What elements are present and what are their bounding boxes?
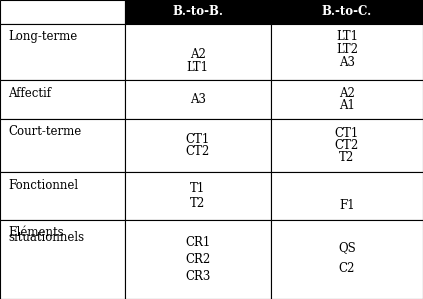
Bar: [125, 119, 271, 172]
Bar: [0, 0, 125, 24]
Text: A3: A3: [190, 93, 206, 106]
Text: CT2: CT2: [335, 139, 359, 152]
Bar: [0, 119, 125, 172]
Text: LT2: LT2: [336, 43, 358, 56]
Text: C2: C2: [339, 263, 355, 275]
Text: situationnels: situationnels: [8, 231, 85, 244]
Text: QS: QS: [338, 241, 356, 254]
Bar: [125, 172, 271, 220]
Text: Affectif: Affectif: [8, 87, 52, 100]
Bar: [0, 80, 125, 119]
Text: CR2: CR2: [185, 253, 210, 266]
Text: T1: T1: [190, 182, 206, 196]
Bar: [271, 172, 423, 220]
Text: T2: T2: [339, 151, 354, 164]
Bar: [271, 24, 423, 80]
Bar: [271, 119, 423, 172]
Bar: [271, 80, 423, 119]
Bar: [271, 220, 423, 299]
Bar: [125, 0, 271, 24]
Text: Eléments: Eléments: [8, 226, 64, 239]
Text: T2: T2: [190, 197, 206, 210]
Text: CT2: CT2: [186, 145, 210, 158]
Bar: [0, 172, 125, 220]
Text: CR3: CR3: [185, 270, 210, 283]
Text: Fonctionnel: Fonctionnel: [8, 179, 79, 192]
Bar: [125, 80, 271, 119]
Bar: [0, 220, 125, 299]
Bar: [125, 220, 271, 299]
Text: Court-terme: Court-terme: [8, 125, 82, 138]
Bar: [0, 24, 125, 80]
Text: B.-to-B.: B.-to-B.: [172, 5, 223, 18]
Text: A2: A2: [190, 48, 206, 61]
Text: B.-to-C.: B.-to-C.: [322, 5, 372, 18]
Bar: [271, 0, 423, 24]
Text: A2: A2: [339, 87, 355, 100]
Text: F1: F1: [339, 199, 354, 212]
Text: A3: A3: [339, 56, 355, 69]
Text: CT1: CT1: [335, 127, 359, 140]
Text: Long-terme: Long-terme: [8, 30, 78, 43]
Text: A1: A1: [339, 99, 355, 112]
Text: LT1: LT1: [187, 61, 209, 74]
Bar: [125, 24, 271, 80]
Text: LT1: LT1: [336, 30, 358, 42]
Text: CR1: CR1: [185, 236, 210, 248]
Text: CT1: CT1: [186, 132, 210, 146]
